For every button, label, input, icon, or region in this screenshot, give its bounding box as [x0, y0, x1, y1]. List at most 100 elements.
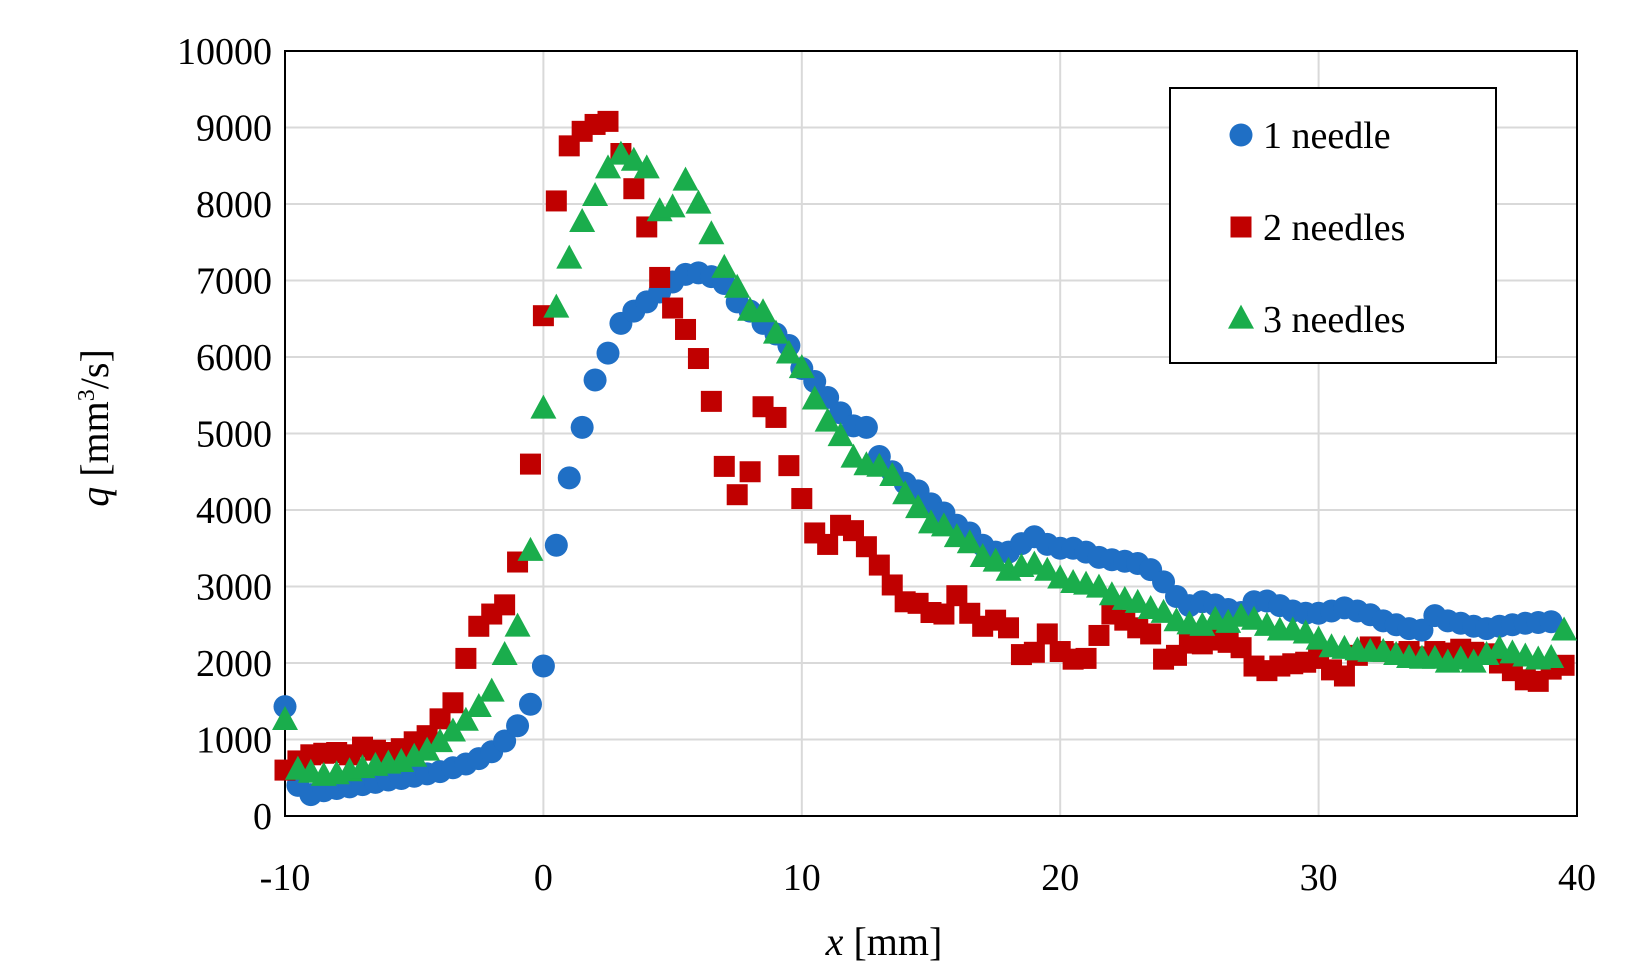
data-point-triangle [1473, 640, 1500, 665]
legend-entry: 3 needles [1228, 299, 1405, 341]
data-point-square [675, 318, 697, 340]
data-point-triangle [556, 244, 583, 269]
x-tick-label: 30 [1300, 857, 1338, 899]
plot-area [284, 50, 1578, 817]
data-point-triangle [427, 728, 454, 753]
y-tick-label: 0 [253, 796, 272, 838]
data-point-triangle [724, 273, 751, 298]
data-point-triangle [930, 512, 957, 537]
data-point-triangle [814, 407, 841, 432]
legend-marker-triangle [1228, 304, 1254, 329]
y-tick-label: 10000 [177, 31, 272, 73]
data-point-square [791, 488, 813, 510]
data-point-triangle [866, 452, 893, 477]
x-tick-label: 40 [1558, 857, 1596, 899]
data-point-triangle [801, 385, 828, 410]
legend-label: 1 needle [1263, 115, 1391, 157]
data-point-triangle [543, 293, 570, 318]
legend-box [1169, 87, 1497, 364]
y-tick-label: 4000 [196, 490, 272, 532]
plot-border [284, 50, 1578, 817]
data-point-square [778, 455, 800, 477]
y-tick-label: 2000 [196, 643, 272, 685]
data-point-triangle [905, 494, 932, 519]
data-point-triangle [711, 253, 738, 278]
data-point-triangle [1551, 616, 1578, 641]
data-point-square [455, 647, 477, 669]
data-point-triangle [452, 706, 479, 731]
data-point-triangle [401, 742, 428, 767]
y-tick-label: 8000 [196, 184, 272, 226]
data-point-triangle [530, 394, 557, 419]
data-point-triangle [478, 677, 505, 702]
data-point-circle [854, 415, 878, 439]
data-point-square [713, 455, 735, 477]
tick-labels: -10 0 10 20 30 40 0 1000 2000 3000 4000 5000 6000 700… [177, 31, 1596, 899]
data-point-square [429, 708, 451, 730]
data-point-triangle [517, 536, 544, 561]
data-point-square [1088, 624, 1110, 646]
data-point-triangle [982, 547, 1009, 572]
data-point-square [998, 617, 1020, 639]
legend: 1 needle 2 needles 3 needles [1169, 87, 1497, 364]
data-point-square [855, 536, 877, 558]
legend-entry: 2 needles [1230, 207, 1405, 249]
data-point-square [545, 190, 567, 212]
data-point-triangle [775, 339, 802, 364]
data-point-triangle [827, 422, 854, 447]
data-point-triangle [633, 154, 660, 179]
y-tick-label: 7000 [196, 261, 272, 303]
data-point-square [842, 520, 864, 542]
data-point-triangle [465, 692, 492, 717]
data-point-square [881, 574, 903, 596]
data-point-circle [1539, 610, 1563, 634]
legend-label: 3 needles [1263, 299, 1405, 341]
data-point-circle [531, 654, 555, 678]
data-point-square [739, 461, 761, 483]
data-point-triangle [879, 461, 906, 486]
x-tick-label: 20 [1041, 857, 1079, 899]
y-axis-title: q [mm3/s] [72, 349, 117, 507]
data-point-square [1230, 637, 1252, 659]
data-point-circle [557, 466, 581, 490]
data-point-square [636, 216, 658, 238]
data-point-square [687, 348, 709, 370]
data-point-triangle [1034, 556, 1061, 581]
data-point-square [726, 484, 748, 506]
data-point-triangle [620, 146, 647, 171]
y-tick-label: 3000 [196, 567, 272, 609]
data-point-triangle [1189, 611, 1216, 636]
data-point-circle [596, 341, 620, 365]
data-point-square [1036, 623, 1058, 645]
data-point-square [700, 390, 722, 412]
data-point-square [519, 453, 541, 475]
data-point-triangle [1150, 598, 1177, 623]
data-point-square [649, 266, 671, 288]
data-point-square [817, 533, 839, 555]
data-point-circle [583, 368, 607, 392]
x-tick-label: -10 [260, 857, 311, 899]
data-point-triangle [504, 612, 531, 637]
data-point-circle [544, 533, 568, 557]
data-point-triangle [750, 298, 777, 323]
data-point-square [494, 594, 516, 616]
data-point-square [1333, 665, 1355, 687]
data-point-square [868, 554, 890, 576]
data-point-triangle [956, 529, 983, 554]
data-point-triangle [672, 166, 699, 191]
data-point-triangle [569, 207, 596, 232]
data-point-square [1023, 641, 1045, 663]
data-point-square [623, 178, 645, 200]
data-point-triangle [840, 443, 867, 468]
x-axis-title: x [mm] [825, 919, 943, 964]
data-point-triangle [659, 193, 686, 218]
data-point-square [1075, 647, 1097, 669]
data-point-circle [506, 714, 530, 738]
data-point-triangle [892, 480, 919, 505]
legend-entry: 1 needle [1229, 115, 1391, 157]
legend-marker-square [1230, 216, 1252, 238]
y-tick-label: 1000 [196, 720, 272, 762]
data-point-triangle [439, 717, 466, 742]
data-point-square [946, 585, 968, 607]
